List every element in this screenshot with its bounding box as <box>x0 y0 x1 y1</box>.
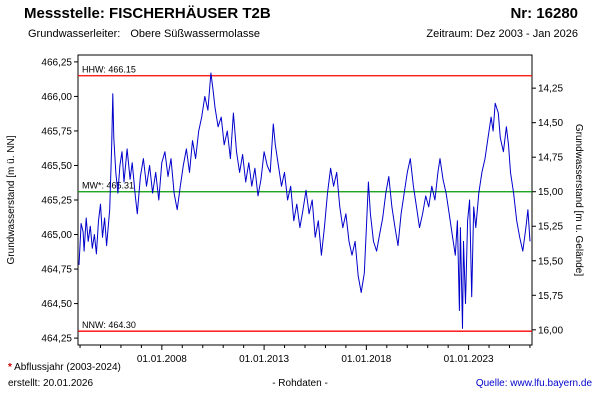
station-number: Nr: 16280 <box>510 5 578 22</box>
y-right-tick-label: 15,50 <box>538 256 563 267</box>
series-line-groundwater <box>78 72 531 329</box>
y-right-tick-label: 15,75 <box>538 291 563 302</box>
y-right-axis-title: Grundwasserstand [m u. Gelände] <box>573 124 584 277</box>
source-link[interactable]: Quelle: www.lfu.bayern.de <box>475 378 592 389</box>
reference-line-label-NNW: NNW: 464.30 <box>82 320 136 330</box>
aquifer-label: Grundwasserleiter: <box>28 28 121 40</box>
y-right-tick-label: 14,75 <box>538 153 563 164</box>
y-left-tick-label: 464,75 <box>41 265 72 276</box>
y-left-tick-label: 464,50 <box>41 299 72 310</box>
y-left-tick-label: 465,75 <box>41 126 72 137</box>
aquifer-value: Obere Süßwassermolasse <box>130 28 260 40</box>
chart-svg: 466,25 466,00 465,75 465,50 465,25 465,00 464,… <box>6 54 584 365</box>
y-left-tick-label: 465,50 <box>41 161 72 172</box>
footnote: * Abflussjahr (2003-2024) <box>8 362 121 373</box>
created-date: erstellt: 20.01.2026 <box>8 378 94 389</box>
y-right-tick-label: 14,50 <box>538 118 563 129</box>
y-left-tick-label: 465,00 <box>41 230 72 241</box>
y-right-tick-label: 16,00 <box>538 325 563 336</box>
x-tick-label: 01.01.2013 <box>239 354 289 365</box>
x-tick-label: 01.01.2023 <box>444 354 494 365</box>
data-type-label: - Rohdaten - <box>272 378 328 389</box>
y-left-tick-label: 466,00 <box>41 92 72 103</box>
x-tick-label: 01.01.2018 <box>341 354 391 365</box>
subheader: Grundwasserleiter: Obere Süßwassermolasse… <box>28 28 578 40</box>
reference-line-label-HHW: HHW: 466.15 <box>82 65 136 75</box>
header: Messstelle: FISCHERHÄUSER T2B Nr: 16280 <box>24 5 578 22</box>
y-left-tick-label: 466,25 <box>41 57 72 68</box>
period-label: Zeitraum: Dez 2003 - Jan 2026 <box>426 28 578 40</box>
page-title: Messstelle: FISCHERHÄUSER T2B <box>24 5 271 22</box>
y-left-axis-title: Grundwasserstand [m ü. NN] <box>6 135 17 264</box>
y-right-tick-label: 15,00 <box>538 187 563 198</box>
footnote-text: Abflussjahr (2003-2024) <box>14 362 121 373</box>
footnote-marker: * <box>8 362 12 373</box>
y-left-tick-label: 464,25 <box>41 334 72 345</box>
y-right-tick-label: 14,25 <box>538 84 563 95</box>
y-right-tick-label: 15,25 <box>538 222 563 233</box>
reference-line-label-MW: MW*: 465.31 <box>82 181 134 191</box>
aquifer-row: Grundwasserleiter: Obere Süßwassermolasse <box>28 28 260 40</box>
x-tick-label: 01.01.2008 <box>137 354 187 365</box>
y-left-tick-label: 465,25 <box>41 196 72 207</box>
